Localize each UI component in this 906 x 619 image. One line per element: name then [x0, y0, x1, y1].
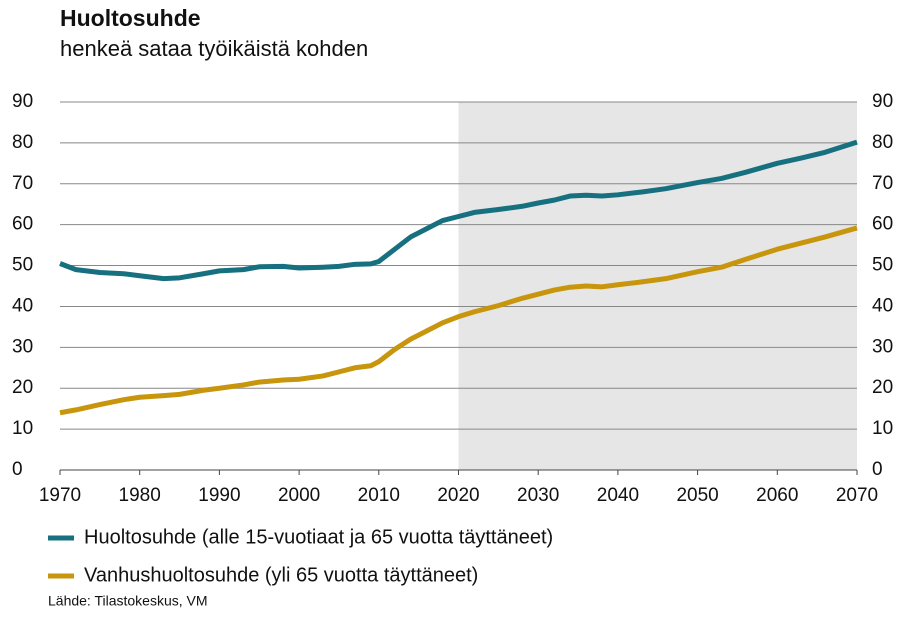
y2-tick-label: 0 — [872, 459, 883, 480]
x-tick-label: 1990 — [198, 485, 240, 506]
y-tick-label: 70 — [12, 173, 33, 194]
x-tick-label: 2010 — [358, 485, 400, 506]
y-tick-label: 20 — [12, 377, 33, 398]
y2-tick-label: 20 — [872, 377, 893, 398]
series-line — [59, 225, 858, 416]
x-tick-label: 2060 — [756, 485, 798, 506]
legend-label: Vanhushuoltosuhde (yli 65 vuotta täyttän… — [84, 564, 478, 586]
forecast-shade — [458, 102, 857, 470]
x-tick-label: 1980 — [119, 485, 161, 506]
y2-tick-label: 50 — [872, 255, 893, 276]
x-tick-label: 2070 — [836, 485, 878, 506]
x-tick-label: 2050 — [676, 485, 718, 506]
y2-tick-label: 70 — [872, 173, 893, 194]
source: Lähde: Tilastokeskus, VM — [48, 593, 208, 609]
x-tick-label: 1970 — [39, 485, 81, 506]
legend-label: Huoltosuhde (alle 15-vuotiaat ja 65 vuot… — [84, 526, 553, 548]
y-tick-label: 80 — [12, 132, 33, 153]
chart-subtitle: henkeä sataa työikäistä kohden — [60, 36, 368, 61]
y2-tick-label: 60 — [872, 214, 893, 235]
x-tick-label: 2000 — [278, 485, 320, 506]
y2-tick-label: 30 — [872, 336, 893, 357]
x-tick-label: 2040 — [597, 485, 639, 506]
y-tick-label: 10 — [12, 418, 33, 439]
y2-tick-label: 40 — [872, 295, 893, 316]
y2-tick-label: 90 — [872, 91, 893, 112]
y-tick-label: 50 — [12, 255, 33, 276]
chart-title: Huoltosuhde — [60, 5, 201, 31]
y2-tick-label: 80 — [872, 132, 893, 153]
y-tick-label: 40 — [12, 295, 33, 316]
series-line — [59, 139, 858, 282]
x-tick-label: 2020 — [437, 485, 479, 506]
y2-tick-label: 10 — [872, 418, 893, 439]
y-tick-label: 0 — [12, 459, 23, 480]
y-tick-label: 90 — [12, 91, 33, 112]
y-tick-label: 30 — [12, 336, 33, 357]
y-tick-label: 60 — [12, 214, 33, 235]
x-tick-label: 2030 — [517, 485, 559, 506]
